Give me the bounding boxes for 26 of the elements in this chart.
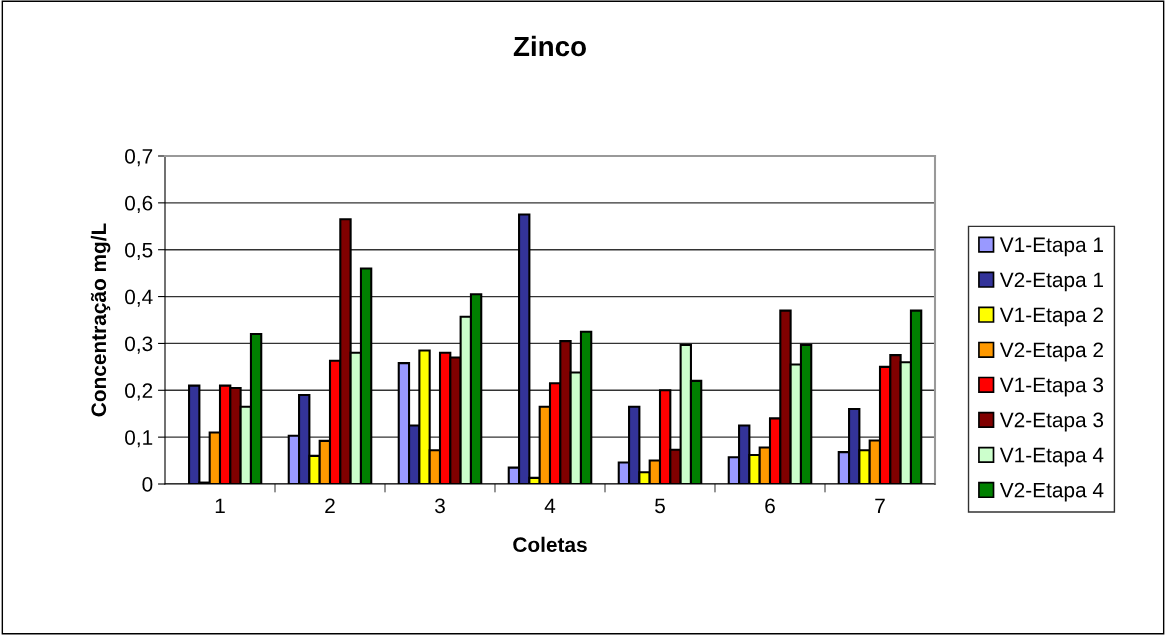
y-axis-title: Concentração mg/L (90, 223, 111, 417)
y-tick-label: 0,1 (125, 430, 153, 448)
y-tick-label: 0,4 (125, 289, 153, 307)
x-tick-label: 5 (655, 498, 665, 514)
y-tick-label: 0,2 (125, 383, 153, 401)
y-tick-label: 0 (142, 477, 153, 492)
x-tick-label: 1 (215, 498, 225, 513)
x-tick-label: 4 (544, 498, 556, 513)
y-tick-label: 0,6 (125, 195, 153, 214)
y-tick-label: 0,5 (125, 242, 153, 260)
legend-label: V1-Etapa 1 (999, 237, 1103, 257)
legend-label: V1-Etapa 4 (999, 447, 1104, 467)
y-tick-label: 0,3 (125, 336, 153, 354)
legend-label: V2-Etapa 3 (999, 412, 1104, 432)
x-axis-title: Coletas (513, 536, 587, 553)
x-tick-label: 2 (325, 498, 335, 513)
legend-label: V2-Etapa 2 (999, 342, 1103, 362)
chart-title: Zinco (513, 35, 586, 57)
legend-label: V1-Etapa 3 (999, 377, 1104, 397)
x-tick-label: 7 (875, 498, 885, 513)
legend-label: V2-Etapa 4 (999, 482, 1104, 502)
x-tick-label: 3 (435, 498, 445, 514)
x-tick-label: 6 (765, 498, 775, 514)
y-tick-label: 0,7 (125, 149, 153, 167)
legend-label: V2-Etapa 1 (999, 272, 1103, 292)
legend-label: V1-Etapa 2 (999, 307, 1103, 327)
